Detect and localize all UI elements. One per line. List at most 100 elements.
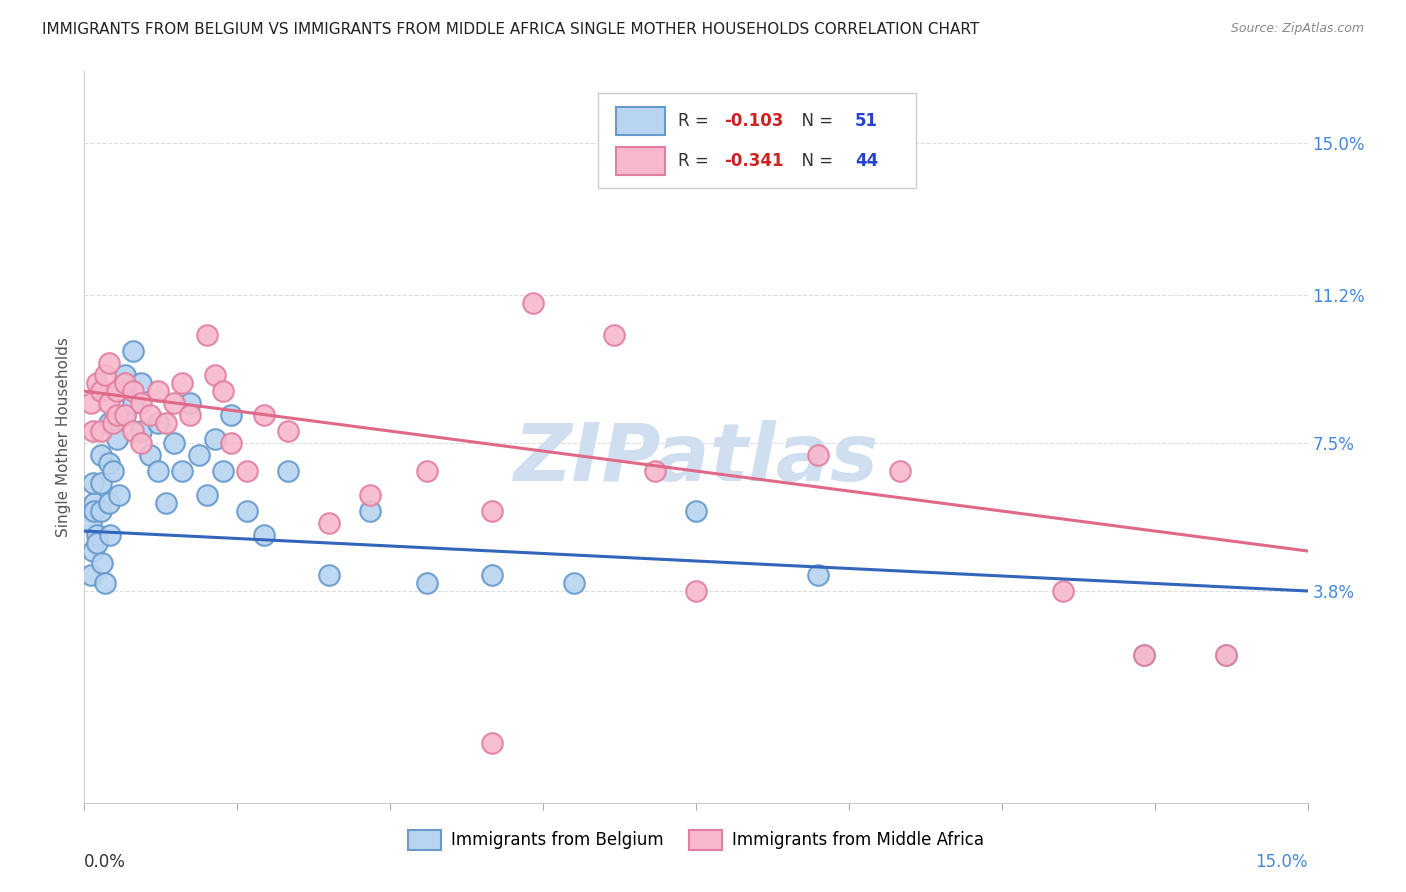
Point [90, 384, 112, 398]
Point [101, 416, 124, 430]
Point [105, 432, 128, 446]
Text: R =: R = [678, 153, 714, 170]
Point [100, 528, 122, 542]
Point [114, 408, 136, 422]
Point [318, 516, 340, 530]
Point [101, 464, 124, 478]
Point [685, 584, 707, 599]
Point [562, 576, 585, 591]
Point [86, 528, 108, 542]
Point [131, 436, 153, 450]
Point [90, 424, 112, 438]
Point [82, 424, 104, 438]
Legend: Immigrants from Belgium, Immigrants from Middle Africa: Immigrants from Belgium, Immigrants from… [401, 823, 991, 856]
Bar [616, 107, 665, 135]
Point [90, 504, 112, 518]
Point [146, 464, 169, 478]
FancyBboxPatch shape [598, 94, 917, 188]
Text: IMMIGRANTS FROM BELGIUM VS IMMIGRANTS FROM MIDDLE AFRICA SINGLE MOTHER HOUSEHOLD: IMMIGRANTS FROM BELGIUM VS IMMIGRANTS FR… [42, 22, 980, 37]
Point [93, 368, 115, 383]
Point [807, 568, 830, 582]
Point [90, 476, 112, 491]
Point [179, 408, 201, 422]
Point [83, 504, 105, 518]
Point [138, 448, 160, 462]
Point [359, 488, 381, 502]
Point [277, 464, 299, 478]
Point [172, 464, 194, 478]
Point [131, 396, 153, 410]
Point [1215, 648, 1237, 662]
Point [138, 408, 160, 422]
Point [131, 376, 153, 391]
Point [204, 368, 226, 383]
Point [1133, 648, 1156, 662]
Point [1052, 584, 1074, 599]
Point [97, 396, 120, 410]
Text: 44: 44 [855, 153, 879, 170]
Point [91, 556, 114, 570]
Point [163, 436, 186, 450]
Point [105, 384, 128, 398]
Point [187, 448, 209, 462]
Point [416, 464, 439, 478]
Point [122, 396, 145, 410]
Point [82, 476, 104, 491]
Point [146, 384, 169, 398]
Point [107, 488, 129, 502]
Point [195, 488, 218, 502]
Bar [616, 147, 665, 175]
Point [685, 504, 707, 518]
Point [359, 504, 381, 518]
Point [1133, 648, 1156, 662]
Point [179, 396, 201, 410]
Text: Source: ZipAtlas.com: Source: ZipAtlas.com [1230, 22, 1364, 36]
Y-axis label: Single Mother Households: Single Mother Households [56, 337, 72, 537]
Point [481, 736, 503, 750]
Text: ZIPatlas: ZIPatlas [513, 420, 879, 498]
Point [253, 408, 276, 422]
Point [219, 436, 242, 450]
Point [114, 368, 136, 383]
Point [889, 464, 911, 478]
Text: 51: 51 [855, 112, 877, 130]
Point [93, 576, 115, 591]
Point [212, 464, 235, 478]
Point [80, 516, 103, 530]
Point [86, 376, 108, 391]
Text: N =: N = [792, 153, 839, 170]
Point [122, 384, 145, 398]
Point [481, 568, 503, 582]
Point [172, 376, 194, 391]
Point [236, 464, 259, 478]
Text: 15.0%: 15.0% [1256, 853, 1308, 871]
Text: N =: N = [792, 112, 839, 130]
Point [1215, 648, 1237, 662]
Point [416, 576, 439, 591]
Point [80, 568, 103, 582]
Point [603, 328, 626, 343]
Text: -0.341: -0.341 [724, 153, 783, 170]
Point [114, 408, 136, 422]
Point [318, 568, 340, 582]
Point [219, 408, 242, 422]
Point [131, 424, 153, 438]
Point [97, 356, 120, 370]
Point [90, 448, 112, 462]
Text: -0.103: -0.103 [724, 112, 783, 130]
Point [82, 544, 104, 558]
Text: 0.0%: 0.0% [84, 853, 127, 871]
Point [522, 296, 544, 310]
Point [212, 384, 235, 398]
Point [97, 456, 120, 470]
Point [204, 432, 226, 446]
Point [80, 396, 103, 410]
Point [481, 504, 503, 518]
Point [146, 416, 169, 430]
Point [122, 344, 145, 359]
Point [163, 396, 186, 410]
Point [277, 424, 299, 438]
Point [236, 504, 259, 518]
Point [105, 408, 128, 422]
Point [114, 376, 136, 391]
